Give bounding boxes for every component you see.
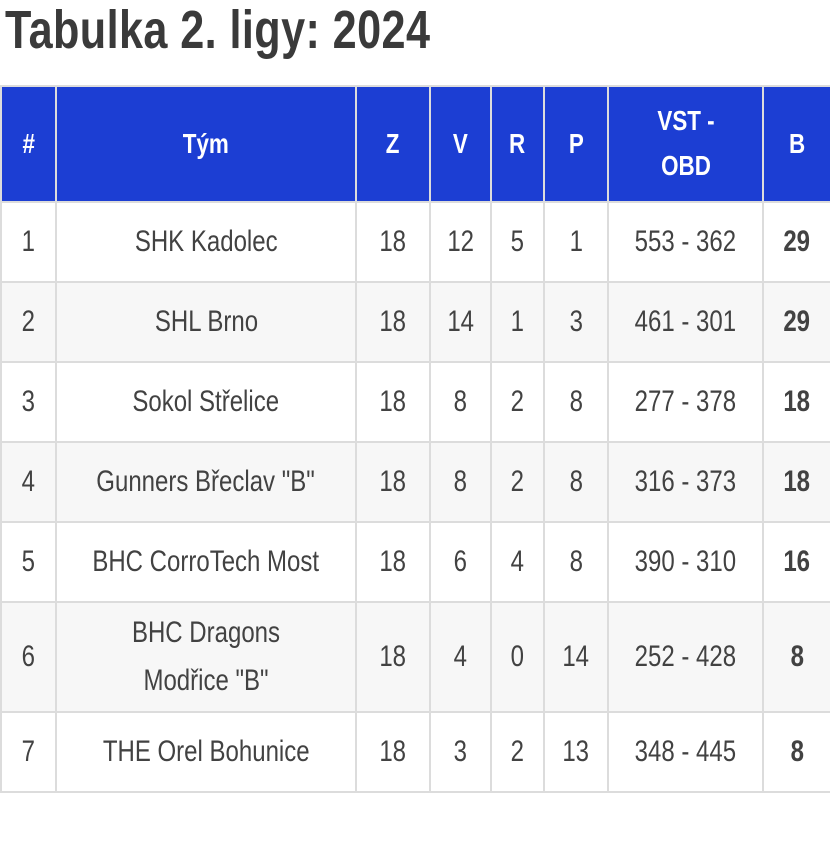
league-table: # Tým Z V R P VST - OBD B 1 SHK Kadolec … — [0, 85, 830, 794]
cell-team: BHC Dragons Modřice "B" — [55, 601, 357, 714]
cell-score: 316 - 373 — [607, 441, 764, 524]
cell-team: SHK Kadolec — [55, 201, 357, 284]
cell-score: 461 - 301 — [607, 281, 764, 364]
cell-team: SHL Brno — [55, 281, 357, 364]
col-header-losses: P — [543, 85, 609, 204]
col-header-team: Tým — [55, 85, 357, 204]
cell-points: 8 — [762, 601, 830, 714]
cell-losses: 13 — [543, 711, 609, 794]
table-row: 3 Sokol Střelice 18 8 2 8 277 - 378 18 — [0, 361, 830, 444]
cell-points: 29 — [762, 281, 830, 364]
col-header-wins-label: V — [453, 127, 468, 159]
cell-losses: 3 — [543, 281, 609, 364]
page-title-text: Tabulka 2. ligy: 2024 — [5, 0, 431, 60]
cell-draws: 2 — [490, 711, 545, 794]
cell-wins: 4 — [429, 601, 492, 714]
col-header-draws: R — [490, 85, 545, 204]
cell-wins: 8 — [429, 361, 492, 444]
cell-team: BHC CorroTech Most — [55, 521, 357, 604]
cell-team: Gunners Břeclav "B" — [55, 441, 357, 524]
cell-losses: 8 — [543, 441, 609, 524]
cell-wins: 3 — [429, 711, 492, 794]
cell-losses: 1 — [543, 201, 609, 284]
cell-points: 18 — [762, 361, 830, 444]
cell-games: 18 — [355, 711, 431, 794]
table-row: 2 SHL Brno 18 14 1 3 461 - 301 29 — [0, 281, 830, 364]
col-header-points-label: B — [788, 127, 806, 159]
col-header-games-label: Z — [386, 127, 400, 159]
cell-losses: 8 — [543, 361, 609, 444]
cell-rank: 6 — [0, 601, 57, 714]
table-row: 6 BHC Dragons Modřice "B" 18 4 0 14 252 … — [0, 601, 830, 714]
cell-losses: 8 — [543, 521, 609, 604]
col-header-games: Z — [355, 85, 431, 204]
cell-games: 18 — [355, 601, 431, 714]
cell-team: THE Orel Bohunice — [55, 711, 357, 794]
cell-rank: 4 — [0, 441, 57, 524]
cell-draws: 1 — [490, 281, 545, 364]
cell-score: 252 - 428 — [607, 601, 764, 714]
col-header-draws-label: R — [509, 127, 526, 159]
cell-rank: 1 — [0, 201, 57, 284]
cell-points: 8 — [762, 711, 830, 794]
cell-draws: 5 — [490, 201, 545, 284]
cell-points: 18 — [762, 441, 830, 524]
cell-games: 18 — [355, 201, 431, 284]
cell-games: 18 — [355, 441, 431, 524]
cell-wins: 12 — [429, 201, 492, 284]
cell-rank: 3 — [0, 361, 57, 444]
cell-score: 348 - 445 — [607, 711, 764, 794]
col-header-wins: V — [429, 85, 492, 204]
page-title: Tabulka 2. ligy: 2024 — [5, 0, 830, 60]
col-header-team-label: Tým — [182, 127, 230, 159]
cell-games: 18 — [355, 521, 431, 604]
league-table-page: Tabulka 2. ligy: 2024 # Tým Z V R P VST … — [0, 0, 830, 794]
cell-score: 553 - 362 — [607, 201, 764, 284]
cell-losses: 14 — [543, 601, 609, 714]
col-header-rank-label: # — [22, 127, 35, 159]
cell-wins: 8 — [429, 441, 492, 524]
cell-games: 18 — [355, 361, 431, 444]
col-header-points: B — [762, 85, 830, 204]
cell-draws: 4 — [490, 521, 545, 604]
cell-games: 18 — [355, 281, 431, 364]
col-header-rank: # — [0, 85, 57, 204]
cell-draws: 0 — [490, 601, 545, 714]
cell-wins: 6 — [429, 521, 492, 604]
cell-rank: 7 — [0, 711, 57, 794]
table-row: 7 THE Orel Bohunice 18 3 2 13 348 - 445 … — [0, 711, 830, 794]
col-header-score-label: VST - OBD — [656, 105, 715, 182]
table-row: 1 SHK Kadolec 18 12 5 1 553 - 362 29 — [0, 201, 830, 284]
cell-rank: 5 — [0, 521, 57, 604]
cell-wins: 14 — [429, 281, 492, 364]
cell-team: Sokol Střelice — [55, 361, 357, 444]
cell-draws: 2 — [490, 361, 545, 444]
cell-draws: 2 — [490, 441, 545, 524]
header-row: # Tým Z V R P VST - OBD B — [0, 85, 830, 204]
cell-rank: 2 — [0, 281, 57, 364]
col-header-losses-label: P — [568, 127, 584, 159]
cell-score: 277 - 378 — [607, 361, 764, 444]
table-row: 5 BHC CorroTech Most 18 6 4 8 390 - 310 … — [0, 521, 830, 604]
cell-points: 29 — [762, 201, 830, 284]
col-header-score: VST - OBD — [607, 85, 764, 204]
cell-points: 16 — [762, 521, 830, 604]
table-row: 4 Gunners Břeclav "B" 18 8 2 8 316 - 373… — [0, 441, 830, 524]
cell-score: 390 - 310 — [607, 521, 764, 604]
